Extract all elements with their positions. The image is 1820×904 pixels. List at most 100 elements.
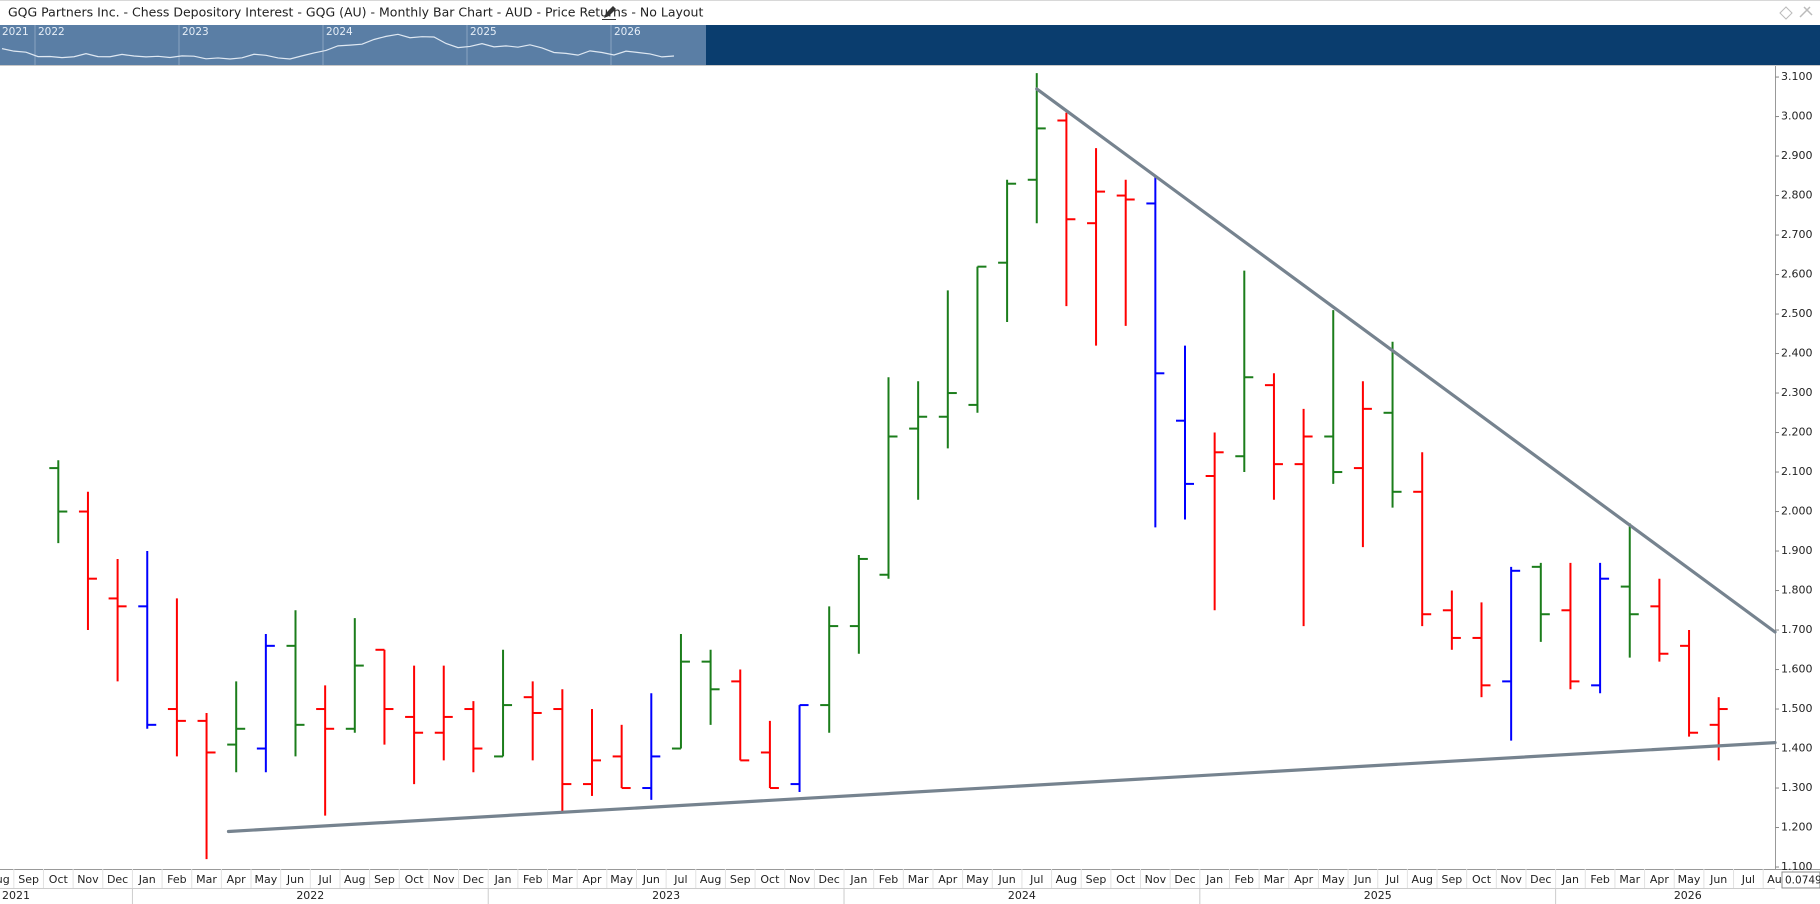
year-label: 2026 (1674, 889, 1702, 902)
x-tick-label: Feb (523, 873, 542, 886)
y-tick-label: 1.200 (1781, 821, 1813, 834)
navigator-year-label: 2023 (182, 26, 209, 38)
x-tick-label: Mar (1619, 873, 1640, 886)
pencil-shape[interactable] (604, 6, 616, 18)
x-tick-label: Mar (908, 873, 929, 886)
x-tick-label: Mar (1264, 873, 1285, 886)
y-tick-label: 2.300 (1781, 386, 1813, 399)
y-tick-label: 2.000 (1781, 505, 1813, 518)
x-tick-label: May (254, 873, 277, 886)
edit-icon[interactable] (602, 6, 616, 20)
navigator-year-label: 2026 (614, 26, 641, 38)
year-label: 2025 (1364, 889, 1392, 902)
drawing-icon[interactable] (1779, 6, 1793, 20)
navigator: 2021 2022 2023 2024 2025 2026 (1, 25, 675, 65)
y-tick-label: 1.500 (1781, 702, 1813, 715)
navigator-year-label: 2025 (470, 26, 497, 38)
x-tick-label: Jan (138, 873, 156, 886)
x-tick-label: Dec (463, 873, 484, 886)
x-tick-label: May (1322, 873, 1345, 886)
x-tick-label: Aug (700, 873, 721, 886)
y-tick-label: 2.200 (1781, 426, 1813, 439)
year-label: 2023 (652, 889, 680, 902)
x-tick-label: Feb (167, 873, 186, 886)
price-axis-bg (1776, 66, 1820, 869)
y-tick-label: 2.600 (1781, 268, 1813, 281)
year-label: 2021 (2, 889, 30, 902)
y-tick-label: 3.100 (1781, 70, 1813, 83)
x-tick-label: Nov (1500, 873, 1522, 886)
y-tick-label: 1.800 (1781, 584, 1813, 597)
x-tick-label: Nov (789, 873, 811, 886)
x-tick-label: Jul (1029, 873, 1043, 886)
x-tick-label: May (966, 873, 989, 886)
x-tick-label: Feb (1590, 873, 1609, 886)
x-tick-label: Oct (1116, 873, 1136, 886)
x-tick-label: Apr (938, 873, 958, 886)
x-tick-label: Apr (582, 873, 602, 886)
trend-line (1035, 87, 1777, 634)
chart-title: GQG Partners Inc. - Chess Depository Int… (8, 5, 703, 20)
x-tick-label: Feb (1235, 873, 1254, 886)
price-box (1781, 871, 1820, 889)
plot-area (49, 73, 1777, 860)
y-tick-label: 1.700 (1781, 623, 1813, 636)
x-tick-label: Jul (673, 873, 687, 886)
year-label: 2022 (296, 889, 324, 902)
y-tick-label: 2.100 (1781, 465, 1813, 478)
navigator-year-label: 2021 (2, 26, 29, 38)
x-tick-label: Jun (286, 873, 304, 886)
x-tick-label: Dec (819, 873, 840, 886)
x-tick-label: Sep (18, 873, 39, 886)
x-tick-label: Oct (405, 873, 425, 886)
year-label: 2024 (1008, 889, 1036, 902)
x-tick-label: Oct (760, 873, 780, 886)
y-tick-label: 2.700 (1781, 228, 1813, 241)
header-bar (0, 0, 1820, 25)
x-tick-label: Nov (77, 873, 99, 886)
y-tick-label: 2.500 (1781, 307, 1813, 320)
y-tick-label: 2.900 (1781, 149, 1813, 162)
x-tick-label: Nov (433, 873, 455, 886)
x-tick-label: Jun (1709, 873, 1727, 886)
x-tick-label: Jul (1741, 873, 1755, 886)
pin-icon[interactable] (1799, 6, 1813, 18)
x-tick-label: Jun (1353, 873, 1371, 886)
y-tick-label: 2.800 (1781, 189, 1813, 202)
trend-line (226, 741, 1777, 834)
navigator-line (1, 33, 675, 60)
x-tick-label: Jan (494, 873, 512, 886)
x-tick-label: Jan (1205, 873, 1223, 886)
y-tick-label: 1.900 (1781, 544, 1813, 557)
x-tick-label: Aug (344, 873, 365, 886)
x-tick-label: Mar (552, 873, 573, 886)
x-tick-label: Mar (196, 873, 217, 886)
x-tick-label: Dec (1530, 873, 1551, 886)
x-tick-label: Sep (1086, 873, 1107, 886)
y-tick-label: 1.100 (1781, 860, 1813, 873)
x-tick-label: Jul (1385, 873, 1399, 886)
axes: 1.100 1.200 1.300 1.400 1.500 1.600 1.700 1.800… (0, 70, 1813, 904)
y-tick-label: 1.600 (1781, 663, 1813, 676)
x-tick-label: Nov (1145, 873, 1167, 886)
navigator-year-label: 2024 (326, 26, 353, 38)
y-tick-label: 1.300 (1781, 781, 1813, 794)
x-tick-label: Jan (1561, 873, 1579, 886)
y-tick-label: 2.400 (1781, 347, 1813, 360)
x-tick-label: Sep (730, 873, 751, 886)
x-tick-label: Apr (1294, 873, 1314, 886)
price-box-label: 0.07499 (1785, 875, 1820, 887)
x-tick-label: Aug (1411, 873, 1432, 886)
x-tick-label: May (1678, 873, 1701, 886)
x-tick-label: Apr (1650, 873, 1670, 886)
x-tick-label: Aug (0, 873, 10, 886)
x-tick-label: Feb (879, 873, 898, 886)
navigator-year-label: 2022 (38, 26, 65, 38)
x-tick-label: Aug (1056, 873, 1077, 886)
x-tick-label: Jul (318, 873, 332, 886)
x-tick-label: Sep (374, 873, 395, 886)
x-tick-label: Apr (227, 873, 247, 886)
x-tick-label: Oct (49, 873, 69, 886)
x-tick-label: Jan (849, 873, 867, 886)
